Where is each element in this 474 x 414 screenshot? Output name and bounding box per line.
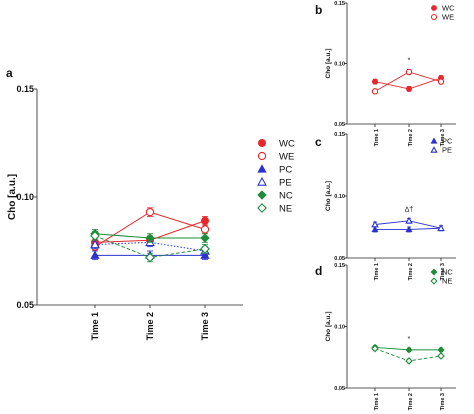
y-tick-label: 0.10 — [334, 62, 345, 68]
y-axis-label: Cho [a.u.] — [325, 49, 332, 79]
data-point-we — [200, 225, 210, 234]
data-point-ne — [200, 243, 210, 254]
data-point-wc — [200, 216, 209, 225]
data-point-pe — [371, 220, 379, 228]
panel-label: c — [315, 135, 322, 149]
data-point-ne — [405, 357, 413, 365]
y-tick-label: 0.15 — [334, 132, 345, 138]
legend-marker-we — [257, 151, 267, 161]
panel-label: d — [315, 264, 322, 278]
legend-label-nc: NC — [279, 191, 293, 202]
significance-annotation: * — [408, 336, 411, 343]
data-point-we — [405, 68, 413, 76]
data-point-pe — [437, 224, 445, 232]
data-point-we — [145, 207, 155, 217]
legend-marker-nc — [257, 190, 267, 200]
data-point-pe — [405, 216, 413, 224]
x-tick-label: Time 3 — [440, 263, 446, 280]
data-point-nc — [200, 233, 210, 243]
legend-marker-pe — [430, 146, 438, 153]
data-point-ne — [90, 230, 100, 241]
data-point-pc — [405, 225, 413, 233]
data-point-wc — [405, 85, 412, 92]
significance-annotation: ∆† — [405, 206, 413, 213]
y-tick-label: 0.10 — [334, 194, 345, 200]
y-tick-label: 0.15 — [334, 1, 345, 7]
x-tick-label: Time 3 — [200, 312, 210, 340]
legend-marker-pe — [257, 176, 267, 186]
data-point-we — [437, 78, 445, 85]
y-tick-label: 0.05 — [334, 386, 345, 392]
x-tick-label: Time 3 — [440, 393, 446, 410]
legend-marker-nc — [430, 268, 438, 276]
legend-label-we: WE — [279, 152, 294, 163]
legend-marker-pc — [257, 164, 267, 173]
legend-label-wc: WC — [279, 139, 295, 150]
panel-label: b — [315, 3, 322, 17]
panel-label: a — [6, 66, 13, 80]
data-point-ne — [371, 344, 379, 353]
legend-marker-wc — [257, 138, 266, 147]
y-tick-label: 0.10 — [334, 325, 345, 331]
x-tick-label: Time 2 — [408, 129, 414, 146]
data-point-nc — [437, 346, 445, 354]
x-tick-label: Time 1 — [374, 129, 380, 146]
data-point-pc — [371, 225, 379, 233]
y-axis-label: Cho [a.u.] — [325, 312, 332, 342]
legend-label-ne: NE — [279, 204, 292, 215]
legend-marker-pc — [430, 137, 438, 144]
y-tick-label: 0.05 — [334, 256, 345, 262]
legend-label-pc: PC — [279, 165, 292, 176]
data-point-we — [371, 88, 379, 95]
y-tick-label: 0.15 — [16, 84, 34, 94]
data-point-nc — [145, 233, 155, 243]
data-point-wc — [371, 78, 378, 85]
legend-label-nc: NC — [442, 268, 453, 277]
y-tick-label: 0.05 — [16, 300, 34, 310]
x-tick-label: Time 1 — [90, 312, 100, 340]
legend-marker-ne — [430, 277, 438, 285]
y-tick-label: 0.15 — [334, 263, 345, 269]
legend-label-pe: PE — [442, 146, 452, 155]
data-point-nc — [405, 346, 413, 354]
x-tick-label: Time 2 — [408, 263, 414, 280]
x-tick-label: Time 1 — [374, 393, 380, 410]
legend-marker-ne — [257, 203, 267, 213]
data-point-ne — [437, 352, 445, 360]
x-tick-label: Time 2 — [408, 393, 414, 410]
significance-annotation: * — [408, 58, 411, 65]
x-tick-label: Time 1 — [374, 263, 380, 280]
data-point-pc — [90, 250, 100, 259]
x-tick-label: Time 2 — [145, 312, 155, 340]
y-tick-label: 0.10 — [16, 192, 34, 202]
legend-marker-we — [430, 13, 438, 21]
legend-marker-wc — [431, 5, 437, 11]
legend-label-pe: PE — [279, 178, 292, 189]
data-point-ne — [145, 252, 155, 263]
legend-label-wc: WC — [442, 4, 455, 13]
legend-label-we: WE — [442, 13, 454, 22]
y-axis-label: Cho [a.u.] — [7, 174, 18, 220]
legend-label-ne: NE — [442, 277, 452, 286]
y-axis-label: Cho [a.u.] — [325, 181, 332, 211]
y-tick-label: 0.05 — [334, 122, 345, 128]
x-tick-label: Time 3 — [440, 129, 446, 146]
legend-label-pc: PC — [442, 137, 453, 146]
data-point-pe — [90, 239, 100, 249]
